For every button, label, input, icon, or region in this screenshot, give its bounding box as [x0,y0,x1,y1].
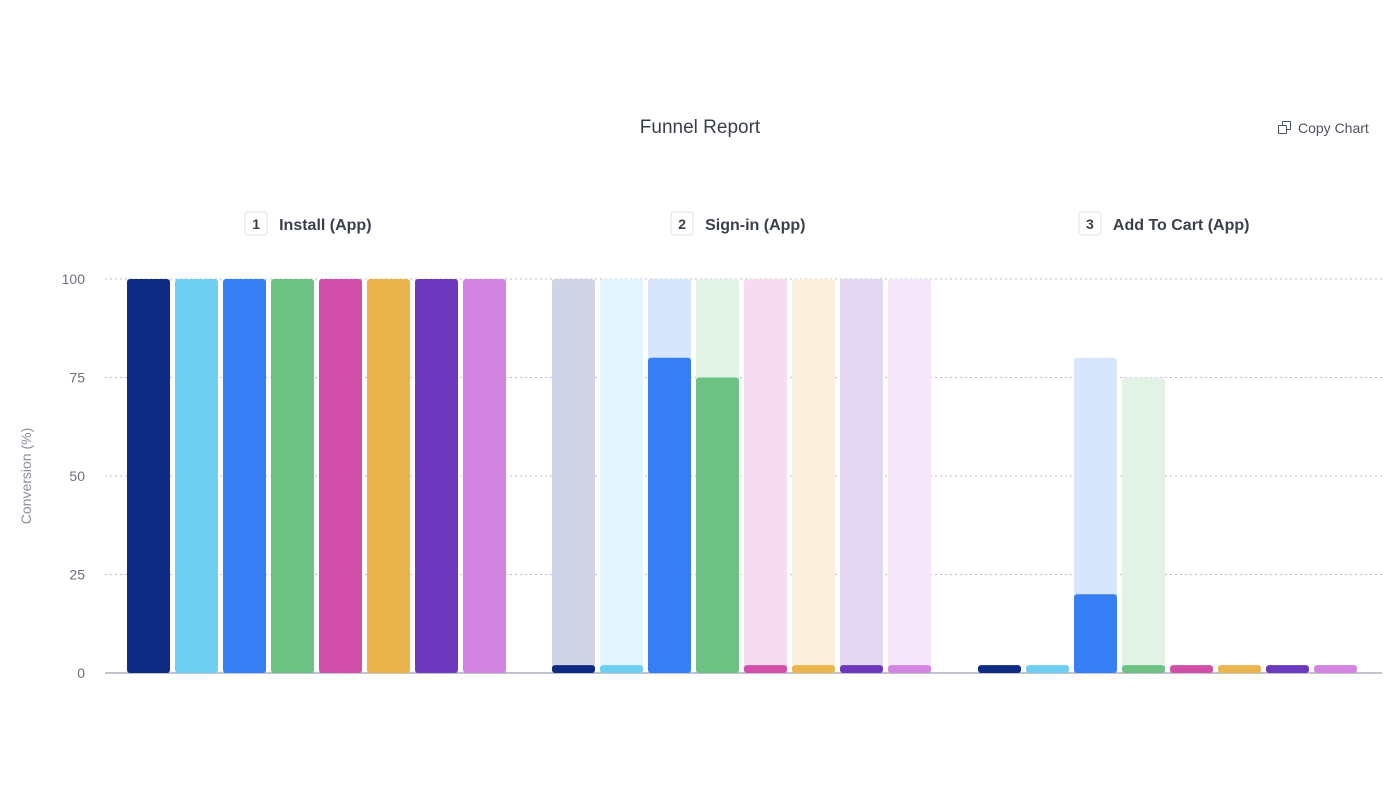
bar[interactable] [127,279,170,673]
bar[interactable] [415,279,458,673]
bar[interactable] [271,279,314,673]
bar[interactable] [648,357,691,673]
ghost-bar [600,279,643,673]
copy-chart-button[interactable]: Copy Chart [1278,120,1369,136]
step-number: 2 [678,216,686,232]
bar[interactable] [463,279,506,673]
bar[interactable] [744,665,787,673]
bar[interactable] [1170,665,1213,673]
bar[interactable] [1266,665,1309,673]
ghost-bar [888,279,931,673]
chart-title: Funnel Report [639,117,761,138]
step-number: 3 [1086,216,1094,232]
ghost-bar [840,279,883,673]
bar[interactable] [552,665,595,673]
bar[interactable] [1314,665,1357,673]
ghost-bar [552,279,595,673]
ghost-bar [744,279,787,673]
bar[interactable] [1026,665,1069,673]
step-name: Install (App) [279,217,371,234]
y-tick-label: 0 [77,665,85,681]
y-tick-label: 100 [62,271,86,287]
step-number-badge [1078,211,1102,236]
ghost-bar [792,279,835,673]
bar[interactable] [696,377,739,674]
bar[interactable] [840,665,883,673]
step-name: Add To Cart (App) [1113,217,1250,234]
y-tick-label: 25 [69,567,85,583]
step-number: 1 [252,216,260,232]
step-number-badge [244,211,268,236]
bar[interactable] [175,279,218,673]
bar[interactable] [319,279,362,673]
step-number-badge [670,211,694,236]
bar[interactable] [223,279,266,673]
copy-icon [1278,121,1292,135]
y-tick-label: 75 [69,370,85,386]
y-tick-label: 50 [69,468,85,484]
copy-chart-label: Copy Chart [1298,120,1369,136]
y-axis-title: Conversion (%) [18,428,34,524]
ghost-bar [1122,377,1165,673]
bar[interactable] [1122,665,1165,673]
bar[interactable] [1218,665,1261,673]
bar[interactable] [978,665,1021,673]
bar[interactable] [792,665,835,673]
bar[interactable] [888,665,931,673]
bar[interactable] [1074,594,1117,673]
step-name: Sign-in (App) [705,217,805,234]
bar[interactable] [367,279,410,673]
bar[interactable] [600,665,643,673]
